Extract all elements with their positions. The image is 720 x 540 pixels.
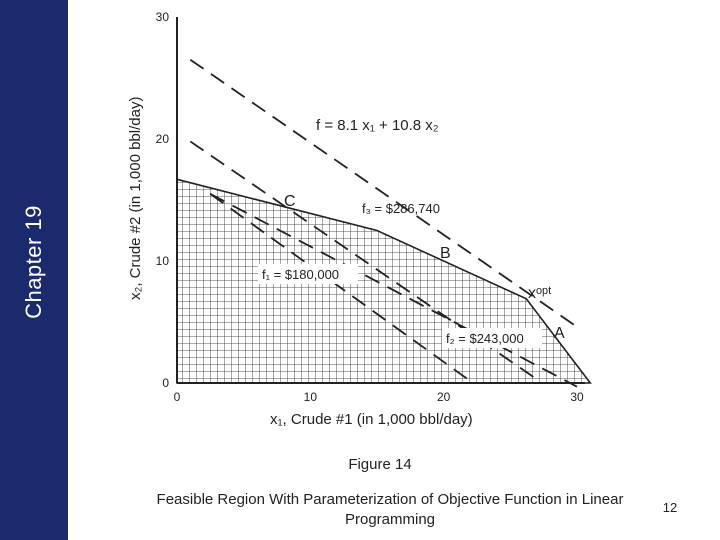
x-axis-label: x₁, Crude #1 (in 1,000 bbl/day) <box>270 411 473 428</box>
y-tick-label: 20 <box>156 132 170 146</box>
f2-label-bg <box>442 328 542 348</box>
point-b-label: B <box>440 245 451 262</box>
x-tick-label: 0 <box>174 390 181 404</box>
f1-label: f₁ = $180,000 <box>262 267 339 282</box>
x-tick-label: 30 <box>570 390 584 404</box>
f2-label: f₂ = $243,000 <box>446 331 524 346</box>
y-tick-label: 30 <box>156 10 170 24</box>
point-xopt-label: xᵒᵖᵗ <box>528 285 552 302</box>
figure-caption: Feasible Region With Parameterization of… <box>156 491 624 528</box>
point-c-label: C <box>284 193 296 210</box>
x-tick-label: 10 <box>304 390 318 404</box>
y-tick-label: 10 <box>156 254 170 268</box>
objective-line-2 <box>209 193 578 388</box>
y-axis-label: x₂, Crude #2 (in 1,000 bbl/day) <box>127 97 144 300</box>
x-tick-label: 20 <box>437 390 451 404</box>
figure-number: Figure 14 <box>348 456 412 473</box>
point-a-label: A <box>554 325 565 342</box>
page-number: 12 <box>662 500 678 515</box>
f1-label-bg <box>258 264 358 284</box>
objective-line-1 <box>209 193 474 384</box>
chapter-sidebar: Chapter 19 <box>0 0 68 540</box>
objective-function-label: f = 8.1 x₁ + 10.8 x₂ <box>316 117 439 134</box>
f3-label: f₃ = $286,740 <box>362 201 440 216</box>
objective-line-3 <box>189 58 578 328</box>
y-tick-label: 0 <box>162 376 169 390</box>
axis-ticks: 0 10 20 30 0 10 20 30 <box>156 10 584 404</box>
